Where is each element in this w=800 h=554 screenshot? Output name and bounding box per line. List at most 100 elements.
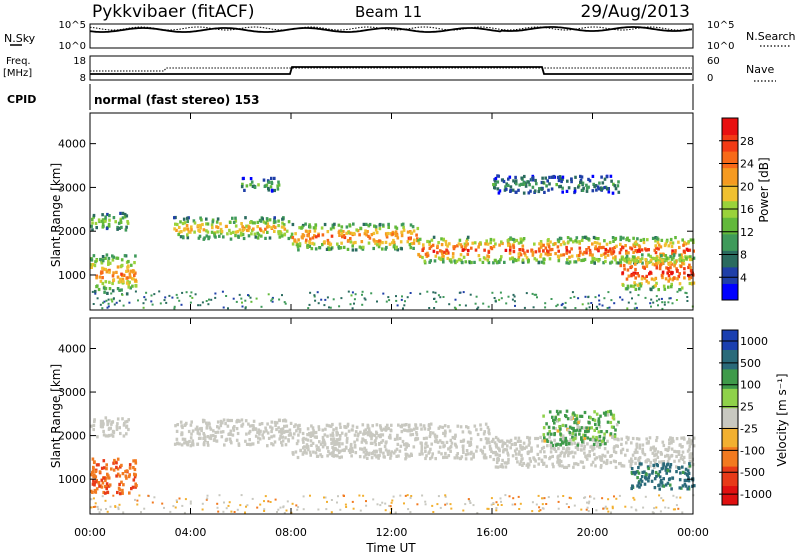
- echo-cell: [114, 506, 117, 508]
- echo-cell: [104, 499, 107, 502]
- echo-cell: [241, 182, 244, 186]
- echo-cell: [354, 451, 358, 455]
- echo-cell: [556, 419, 559, 423]
- echo-cell: [572, 240, 575, 244]
- echo-cell: [396, 433, 399, 437]
- echo-cell: [582, 441, 585, 445]
- echo-cell: [428, 246, 432, 250]
- echo-cell: [490, 503, 493, 506]
- echo-cell: [637, 260, 640, 264]
- echo-cell: [585, 251, 588, 255]
- echo-cell: [379, 433, 383, 437]
- echo-cell: [521, 463, 524, 467]
- echo-cell: [583, 496, 586, 499]
- echo-cell: [536, 436, 539, 441]
- echo-cell: [557, 507, 560, 510]
- echo-cell: [227, 307, 229, 310]
- echo-cell: [668, 442, 671, 446]
- cpid-value: normal (fast stereo) 153: [94, 93, 260, 107]
- echo-cell: [482, 302, 485, 305]
- echo-cell: [439, 257, 442, 261]
- echo-cell: [386, 452, 390, 456]
- echo-cell: [598, 181, 601, 185]
- echo-cell: [493, 297, 496, 299]
- echo-cell: [257, 233, 261, 237]
- colorbar-swatch: [722, 349, 738, 370]
- echo-cell: [311, 236, 315, 240]
- echo-cell: [654, 239, 657, 243]
- echo-cell: [118, 226, 122, 230]
- echo-cell: [288, 428, 292, 432]
- echo-cell: [639, 238, 643, 242]
- echo-cell: [222, 510, 225, 513]
- freq-tick-bottom: 8: [80, 73, 86, 84]
- echo-cell: [573, 504, 576, 507]
- echo-cell: [483, 248, 486, 252]
- echo-cell: [519, 253, 523, 257]
- echo-cell: [513, 449, 517, 453]
- echo-cell: [136, 499, 139, 502]
- echo-cell: [415, 233, 418, 237]
- echo-cell: [496, 187, 500, 191]
- echo-cell: [421, 452, 424, 456]
- echo-cell: [635, 306, 638, 309]
- echo-cell: [361, 293, 363, 296]
- echo-cell: [560, 304, 563, 307]
- echo-cell: [297, 248, 300, 252]
- echo-cell: [592, 182, 595, 186]
- echo-cell: [681, 445, 684, 449]
- echo-cell: [586, 436, 590, 440]
- echo-cell: [587, 246, 591, 250]
- echo-cell: [317, 302, 320, 305]
- echo-cell: [538, 249, 541, 253]
- colorbar-tick-label: 24: [740, 158, 754, 171]
- echo-cell: [186, 443, 190, 447]
- echo-cell: [366, 433, 370, 437]
- echo-cell: [254, 434, 258, 438]
- echo-cell: [669, 266, 672, 270]
- echo-cell: [519, 445, 523, 449]
- echo-cell: [147, 494, 150, 497]
- echo-cell: [268, 236, 272, 240]
- echo-cell: [688, 440, 692, 444]
- echo-cell: [93, 474, 97, 479]
- noise-panel-frame: [89, 23, 694, 49]
- echo-cell: [610, 179, 613, 183]
- echo-cell: [130, 487, 133, 491]
- echo-cell: [629, 246, 632, 250]
- echo-cell: [593, 410, 596, 414]
- colorbar-swatch: [722, 151, 738, 169]
- echo-cell: [346, 247, 350, 251]
- echo-cell: [286, 500, 289, 503]
- echo-cell: [578, 246, 582, 250]
- echo-cell: [653, 248, 657, 252]
- echo-cell: [667, 285, 670, 289]
- echo-cell: [687, 240, 690, 244]
- echo-cell: [118, 503, 121, 506]
- echo-cell: [594, 184, 598, 188]
- echo-cell: [523, 306, 526, 309]
- echo-cell: [287, 439, 290, 443]
- echo-cell: [226, 232, 229, 236]
- echo-cell: [448, 429, 452, 433]
- echo-cell: [286, 429, 289, 433]
- echo-cell: [437, 450, 441, 454]
- echo-cell: [328, 247, 331, 252]
- echo-cell: [115, 301, 118, 304]
- echo-cell: [452, 247, 456, 251]
- echo-cell: [683, 271, 686, 275]
- echo-cell: [603, 186, 606, 190]
- colorbar-swatch: [722, 485, 738, 506]
- echo-cell: [670, 487, 673, 491]
- echo-cell: [482, 256, 486, 260]
- echo-cell: [484, 422, 488, 426]
- echo-cell: [689, 238, 693, 242]
- echo-cell: [186, 219, 189, 223]
- echo-cell: [389, 232, 392, 236]
- echo-cell: [98, 484, 101, 488]
- echo-cell: [454, 298, 457, 301]
- echo-cell: [111, 274, 115, 278]
- echo-cell: [262, 230, 265, 234]
- echo-cell: [661, 272, 665, 276]
- echo-cell: [331, 431, 335, 435]
